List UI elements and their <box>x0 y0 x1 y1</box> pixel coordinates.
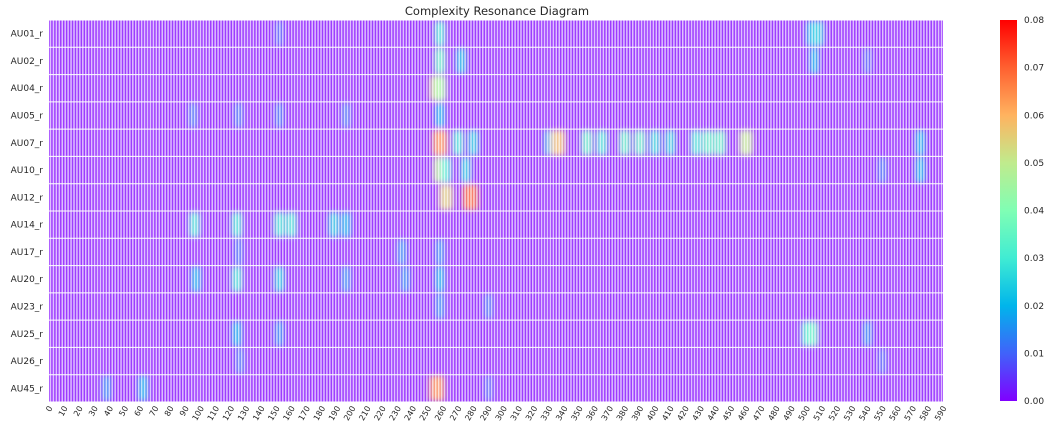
x-tick-label: 500 <box>797 405 812 423</box>
x-tick-label: 380 <box>615 405 630 423</box>
x-tick-label: 370 <box>600 405 615 423</box>
x-tick-label: 390 <box>630 405 645 423</box>
x-tick-label: 260 <box>433 405 448 423</box>
y-tick-label: AU25_r <box>11 330 44 340</box>
x-tick-label: 350 <box>569 405 584 423</box>
x-tick-label: 110 <box>206 405 221 423</box>
colorbar-tick-labels: 0.00 0.01 0.02 0.03 0.04 0.05 0.06 0.07 0.08 <box>1024 16 1044 407</box>
x-tick-label: 280 <box>463 405 478 423</box>
x-tick-label: 290 <box>478 405 493 423</box>
x-tick-label: 210 <box>357 405 372 423</box>
x-tick-label: 460 <box>736 405 751 423</box>
x-axis-labels: 0 10 20 30 40 50 60 70 80 90 100 110 120 130 140 150 160… <box>44 404 948 422</box>
y-tick-label: AU23_r <box>11 303 44 313</box>
x-tick-label: 90 <box>178 405 191 418</box>
y-tick-label: AU01_r <box>11 30 44 40</box>
y-tick-label: AU26_r <box>11 357 44 367</box>
x-tick-label: 230 <box>388 405 403 423</box>
colorbar-tick-label: 0.04 <box>1024 207 1044 217</box>
x-tick-label: 270 <box>448 405 463 423</box>
heatmap-plot-area <box>49 20 943 402</box>
x-tick-label: 580 <box>918 405 933 423</box>
x-tick-label: 520 <box>827 405 842 423</box>
y-tick-label: AU10_r <box>11 166 44 176</box>
colorbar-tick-label: 0.02 <box>1024 302 1044 312</box>
x-tick-label: 130 <box>236 405 251 423</box>
colorbar-gradient <box>1000 20 1017 401</box>
y-tick-label: AU17_r <box>11 248 44 258</box>
colorbar-tick-label: 0.06 <box>1024 111 1044 121</box>
chart-title: Complexity Resonance Diagram <box>405 4 589 18</box>
colorbar: 0.00 0.01 0.02 0.03 0.04 0.05 0.06 0.07 0.08 <box>1000 16 1044 407</box>
colorbar-tick-label: 0.01 <box>1024 349 1044 359</box>
x-tick-label: 560 <box>888 405 903 423</box>
x-tick-label: 480 <box>766 405 781 423</box>
y-tick-label: AU12_r <box>11 193 44 203</box>
x-tick-label: 60 <box>133 405 146 418</box>
x-tick-label: 430 <box>691 405 706 423</box>
x-tick-label: 100 <box>191 405 206 423</box>
y-tick-label: AU02_r <box>11 57 44 67</box>
x-tick-label: 590 <box>933 405 948 423</box>
x-tick-label: 30 <box>87 405 100 418</box>
x-tick-label: 80 <box>163 405 176 418</box>
colorbar-tick-label: 0.05 <box>1024 159 1044 169</box>
x-tick-label: 180 <box>312 405 327 423</box>
colorbar-tick-label: 0.07 <box>1024 64 1044 74</box>
y-tick-label: AU20_r <box>11 275 44 285</box>
colorbar-tick-label: 0.08 <box>1024 16 1044 26</box>
x-tick-label: 570 <box>903 405 918 423</box>
x-tick-label: 200 <box>342 405 357 423</box>
x-tick-label: 250 <box>418 405 433 423</box>
colorbar-tick-label: 0.00 <box>1024 397 1044 407</box>
y-tick-label: AU07_r <box>11 139 44 149</box>
x-tick-label: 490 <box>782 405 797 423</box>
x-tick-label: 540 <box>857 405 872 423</box>
x-tick-label: 470 <box>751 405 766 423</box>
y-tick-label: AU45_r <box>11 384 44 394</box>
x-tick-label: 240 <box>403 405 418 423</box>
y-tick-label: AU14_r <box>11 221 44 231</box>
x-tick-label: 20 <box>72 405 85 418</box>
x-tick-label: 150 <box>266 405 281 423</box>
x-tick-label: 440 <box>706 405 721 423</box>
x-tick-label: 120 <box>221 405 236 423</box>
colorbar-tick-label: 0.03 <box>1024 254 1044 264</box>
heatmap-grid-lines <box>49 20 943 402</box>
x-tick-label: 40 <box>102 405 115 418</box>
x-tick-label: 510 <box>812 405 827 423</box>
x-tick-label: 450 <box>721 405 736 423</box>
x-tick-label: 320 <box>524 405 539 423</box>
x-tick-label: 420 <box>675 405 690 423</box>
x-tick-label: 300 <box>494 404 509 422</box>
x-tick-label: 170 <box>297 405 312 423</box>
y-tick-label: AU04_r <box>11 84 44 94</box>
x-tick-label: 220 <box>372 405 387 423</box>
x-tick-label: 0 <box>44 405 54 414</box>
x-tick-label: 400 <box>645 405 660 423</box>
x-tick-label: 330 <box>539 405 554 423</box>
y-tick-label: AU05_r <box>11 112 44 122</box>
x-tick-label: 310 <box>509 405 524 423</box>
x-tick-label: 140 <box>251 405 266 423</box>
x-tick-label: 160 <box>281 405 296 423</box>
x-tick-label: 550 <box>872 405 887 423</box>
x-tick-label: 410 <box>660 405 675 423</box>
y-axis-labels: AU01_r AU02_r AU04_r AU05_r AU07_r AU10_r AU12… <box>11 30 44 395</box>
x-tick-label: 70 <box>148 405 161 418</box>
x-tick-label: 10 <box>57 405 70 418</box>
x-tick-label: 340 <box>554 405 569 423</box>
x-tick-label: 50 <box>117 405 130 418</box>
x-tick-label: 360 <box>585 405 600 423</box>
x-tick-label: 190 <box>327 405 342 423</box>
x-tick-label: 530 <box>842 405 857 423</box>
